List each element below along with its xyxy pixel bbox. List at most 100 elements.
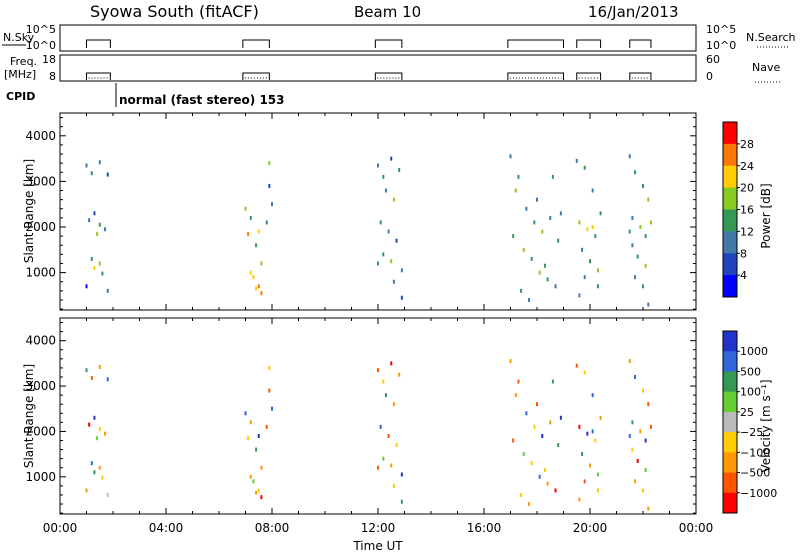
scatter-point xyxy=(589,259,591,264)
freq-panel xyxy=(59,54,697,82)
scatter-point xyxy=(636,458,639,463)
scatter-point xyxy=(377,261,379,266)
scatter-point xyxy=(255,447,258,452)
nave-tick-top: 60 xyxy=(706,53,720,66)
scatter-point xyxy=(528,502,531,507)
scatter-point xyxy=(106,288,109,293)
power-points xyxy=(85,154,652,307)
scatter-point xyxy=(594,234,597,239)
scatter-point xyxy=(525,411,528,416)
scatter-point xyxy=(85,163,88,168)
scatter-point xyxy=(649,220,652,225)
scatter-point xyxy=(583,370,586,375)
colorbar-swatch xyxy=(723,165,737,189)
scatter-point xyxy=(392,483,395,488)
scatter-point xyxy=(379,220,382,225)
scatter-point xyxy=(257,488,260,493)
scatter-point xyxy=(392,197,395,202)
freq-label-line2: [MHz] xyxy=(4,68,36,81)
scatter-point xyxy=(255,286,258,291)
velocity-panel: 00:00 04:00 08:00 12:00 16:00 20:00 00:00 1000 2… xyxy=(22,317,714,553)
scatter-point xyxy=(554,488,557,493)
scatter-point xyxy=(247,436,250,441)
scatter-point xyxy=(644,234,647,239)
scatter-point xyxy=(106,492,109,497)
scatter-point xyxy=(520,492,523,497)
scatter-point xyxy=(642,183,644,188)
scatter-point xyxy=(528,297,531,302)
scatter-point xyxy=(631,447,634,452)
scatter-point xyxy=(96,436,99,441)
scatter-point xyxy=(557,443,560,448)
freq-trace xyxy=(507,72,564,80)
nsky-panel xyxy=(59,24,697,52)
nsky-trace xyxy=(629,39,652,48)
scatter-point xyxy=(522,452,525,457)
nsky-trace xyxy=(576,39,602,48)
scatter-point xyxy=(634,374,637,379)
scatter-point xyxy=(257,229,260,234)
nave-label: Nave xyxy=(752,61,780,74)
scatter-point xyxy=(106,377,109,382)
scatter-point xyxy=(596,268,599,273)
scatter-point xyxy=(88,422,91,427)
scatter-point xyxy=(594,438,597,443)
scatter-point xyxy=(514,188,517,193)
scatter-point xyxy=(634,170,637,175)
time-axis-label: Time UT xyxy=(352,539,403,553)
scatter-point xyxy=(543,263,546,268)
colorbar-swatch xyxy=(723,122,737,145)
scatter-point xyxy=(642,488,644,493)
scatter-point xyxy=(628,154,631,159)
scatter-point xyxy=(392,402,395,407)
date-title: 16/Jan/2013 xyxy=(588,3,679,21)
scatter-point xyxy=(384,188,387,193)
scatter-point xyxy=(517,379,520,384)
scatter-point xyxy=(559,415,562,420)
scatter-point xyxy=(271,202,273,207)
colorbar-swatch xyxy=(723,472,737,494)
scatter-point xyxy=(509,154,512,159)
scatter-point xyxy=(255,490,258,495)
scatter-point xyxy=(536,402,538,407)
x-tick-label: 00:00 xyxy=(679,521,714,535)
colorbar-tick-label: −100 xyxy=(740,446,770,459)
scatter-point xyxy=(252,275,255,280)
colorbar-tick-label: −1000 xyxy=(740,487,777,500)
scatter-point xyxy=(591,225,594,230)
colorbar-swatch xyxy=(723,209,737,232)
scatter-point xyxy=(377,163,379,168)
freq-trace xyxy=(629,72,652,80)
scatter-point xyxy=(382,174,385,179)
scatter-point xyxy=(533,220,536,225)
scatter-point xyxy=(260,261,263,266)
scatter-point xyxy=(101,271,104,276)
scatter-point xyxy=(586,227,589,232)
scatter-point xyxy=(252,479,255,484)
colorbar-swatch xyxy=(723,432,737,453)
scatter-point xyxy=(642,284,644,289)
scatter-point xyxy=(575,363,578,368)
scatter-point xyxy=(639,429,642,434)
nsky-tick-bottom: 10^0 xyxy=(26,39,56,52)
power-axis-ticks: 1000 2000 3000 4000 xyxy=(25,113,697,310)
scatter-point xyxy=(265,220,268,225)
velocity-cbar-label: Velocity [m s⁻¹] xyxy=(759,379,773,472)
colorbar-tick-label: 100 xyxy=(740,386,761,399)
scatter-point xyxy=(101,475,104,480)
scatter-point xyxy=(509,359,512,364)
scatter-point xyxy=(541,433,544,438)
scatter-point xyxy=(382,379,385,384)
scatter-point xyxy=(398,372,401,377)
scatter-point xyxy=(400,499,403,504)
colorbar-swatch xyxy=(723,452,737,474)
scatter-point xyxy=(649,424,652,429)
scatter-point xyxy=(85,284,88,289)
scatter-point xyxy=(578,293,581,298)
x-tick-label: 04:00 xyxy=(149,521,184,535)
scatter-point xyxy=(88,218,91,223)
scatter-point xyxy=(559,211,562,216)
scatter-point xyxy=(591,429,594,434)
scatter-point xyxy=(512,438,515,443)
